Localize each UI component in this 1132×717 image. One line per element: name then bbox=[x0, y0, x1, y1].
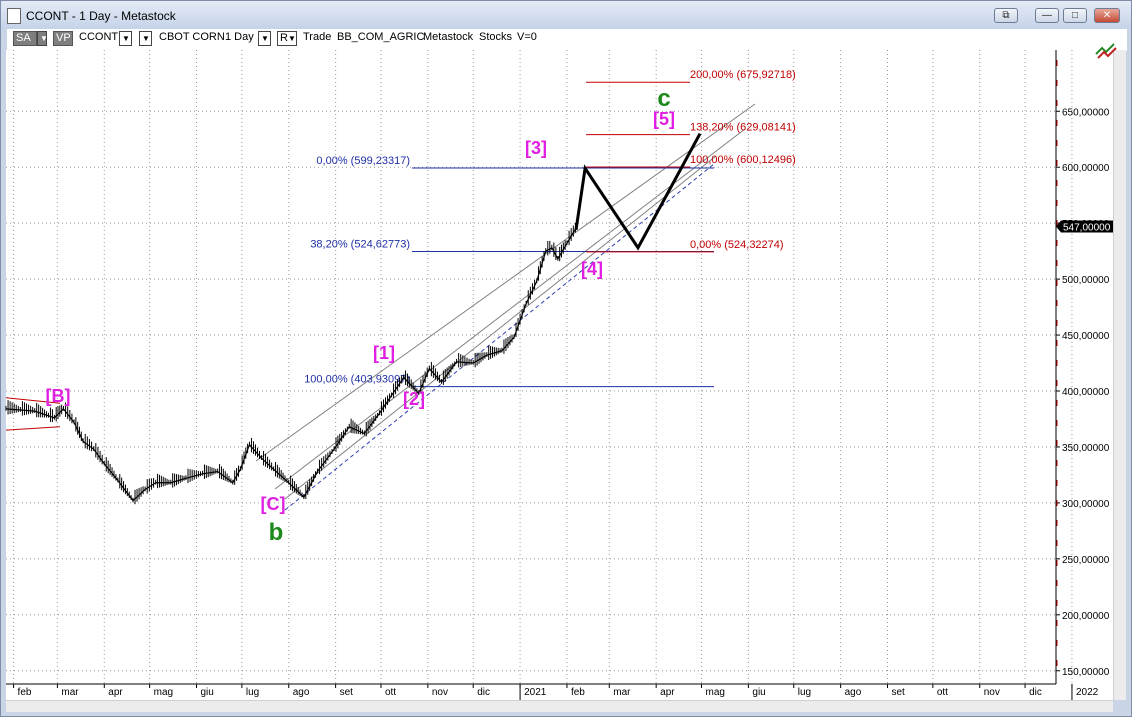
sa-button[interactable]: SA bbox=[13, 31, 37, 46]
r-button[interactable]: R▼ bbox=[277, 31, 297, 46]
title-bar[interactable]: CCONT - 1 Day - Metastock ⧉ — □ ✕ bbox=[1, 1, 1131, 29]
volume-label: V=0 bbox=[517, 31, 537, 43]
period-label: 1 Day bbox=[225, 31, 254, 43]
chevron-down-icon: ▼ bbox=[122, 34, 130, 43]
trend-tool-icon[interactable] bbox=[1094, 40, 1118, 60]
restore-button[interactable]: ⧉ bbox=[994, 8, 1018, 23]
chart-toolbar: SA ▼ VP CCONT ▼ ▼ CBOT CORN 1 Day ▼ R▼ T… bbox=[7, 29, 1127, 51]
minimize-icon: — bbox=[1042, 10, 1052, 21]
mode-label: Trade bbox=[303, 31, 332, 43]
chevron-down-icon: ▼ bbox=[142, 34, 150, 43]
chevron-down-icon: ▼ bbox=[40, 34, 48, 43]
maximize-icon: □ bbox=[1071, 10, 1079, 21]
close-icon: ✕ bbox=[1102, 10, 1112, 21]
sa-dropdown[interactable]: ▼ bbox=[37, 31, 48, 46]
date-axis[interactable] bbox=[6, 684, 1056, 700]
security-name: CBOT CORN bbox=[159, 31, 225, 43]
group-label: BB_COM_AGRIC bbox=[337, 31, 425, 43]
security-dropdown[interactable]: ▼ bbox=[139, 31, 152, 46]
r-label: R bbox=[280, 32, 288, 44]
document-icon bbox=[7, 8, 21, 24]
period-dropdown[interactable]: ▼ bbox=[258, 31, 271, 46]
source-label: Metastock bbox=[423, 31, 474, 43]
axis-corner bbox=[1056, 684, 1113, 700]
price-axis[interactable] bbox=[1056, 50, 1113, 684]
horizontal-scrollbar[interactable] bbox=[6, 700, 1113, 712]
window-title: CCONT - 1 Day - Metastock bbox=[26, 9, 176, 23]
chevron-down-icon: ▼ bbox=[287, 34, 296, 43]
restore-icon: ⧉ bbox=[1002, 10, 1010, 21]
minimize-button[interactable]: — bbox=[1035, 8, 1059, 23]
symbol-label: CCONT bbox=[79, 31, 119, 43]
close-button[interactable]: ✕ bbox=[1094, 8, 1120, 23]
vp-button[interactable]: VP bbox=[53, 31, 73, 46]
vertical-scrollbar[interactable] bbox=[1113, 50, 1126, 700]
chevron-down-icon: ▼ bbox=[261, 34, 269, 43]
type-label: Stocks bbox=[479, 31, 513, 43]
price-chart-area[interactable] bbox=[6, 50, 1056, 684]
symbol-dropdown[interactable]: ▼ bbox=[119, 31, 132, 46]
maximize-button[interactable]: □ bbox=[1063, 8, 1087, 23]
